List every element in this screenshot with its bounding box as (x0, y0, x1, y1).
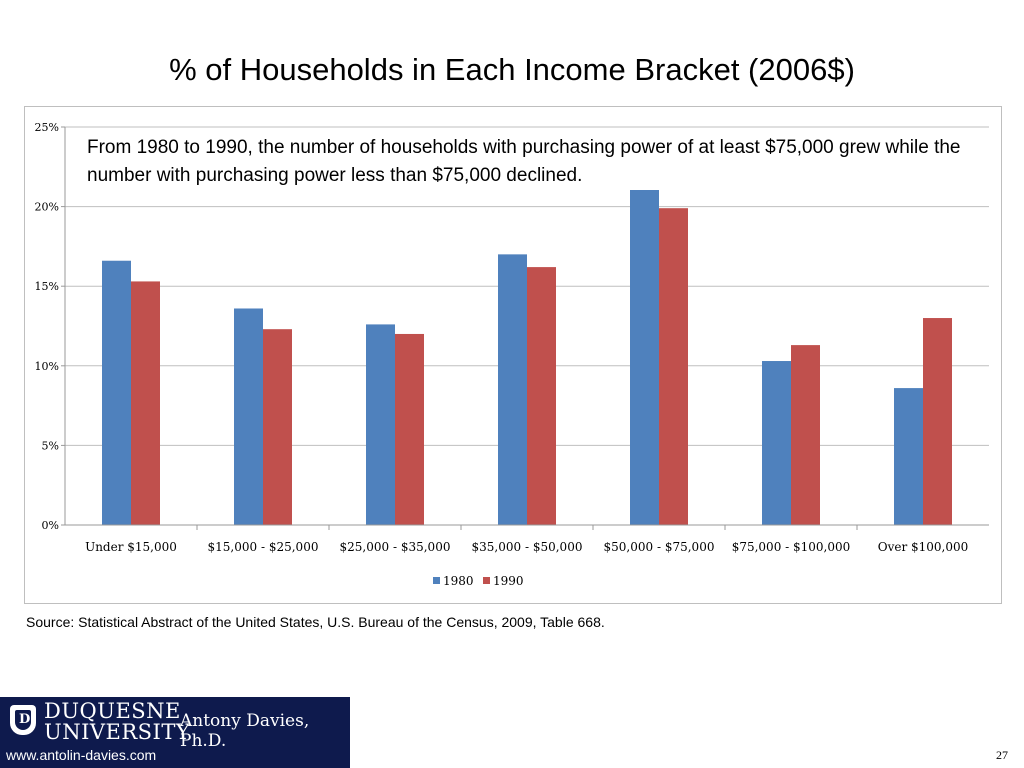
y-tick-label: 20% (35, 201, 59, 214)
university-name-line2: UNIVERSITY (44, 720, 191, 744)
bar-1990 (791, 345, 820, 525)
source-citation: Source: Statistical Abstract of the Unit… (26, 614, 605, 630)
chart-annotation: From 1980 to 1990, the number of househo… (87, 134, 999, 190)
x-tick-label: $25,000 - $35,000 (340, 540, 451, 554)
website-url: www.antolin-davies.com (6, 747, 157, 763)
bar-1990 (923, 318, 952, 525)
y-tick-label: 15% (35, 280, 59, 293)
bar-1980 (630, 187, 659, 525)
bar-1980 (366, 324, 395, 525)
bar-1980 (498, 254, 527, 526)
bar-1980 (102, 260, 131, 525)
y-tick-label: 0% (42, 519, 59, 532)
bar-1980 (762, 361, 791, 525)
page-number: 27 (996, 748, 1008, 762)
bar-1990 (527, 267, 556, 525)
legend-swatch (483, 577, 490, 584)
university-seal-icon: D (10, 705, 36, 735)
x-tick-label: $35,000 - $50,000 (472, 540, 583, 554)
slide-title: % of Households in Each Income Bracket (… (169, 52, 855, 87)
x-tick-label: Under $15,000 (85, 540, 177, 554)
author-name: Antony Davies, Ph.D. (180, 711, 310, 751)
bar-chart: 0% 5% 10% 15% 20% 25% Under $15,000 $15,000 - $… (35, 121, 989, 588)
x-tick-label: Over $100,000 (878, 540, 969, 554)
x-tick-label: $50,000 - $75,000 (604, 540, 715, 554)
bar-1990 (131, 281, 160, 525)
university-name-line1: DUQUESNE (44, 699, 181, 723)
y-tick-label: 10% (35, 360, 59, 373)
x-tick-label: $15,000 - $25,000 (208, 540, 319, 554)
chart-container: 0% 5% 10% 15% 20% 25% Under $15,000 $15,000 - $… (24, 106, 1002, 604)
x-tick-label: $75,000 - $100,000 (732, 540, 851, 554)
bar-1990 (659, 208, 688, 525)
university-logo-banner: D DUQUESNE UNIVERSITY Antony Davies, Ph.… (0, 697, 350, 768)
y-tick-label: 5% (42, 439, 59, 452)
legend-label: 1990 (493, 574, 524, 588)
legend-swatch (433, 577, 440, 584)
bar-1990 (395, 333, 424, 525)
y-tick-label: 25% (35, 121, 59, 134)
bar-1980 (234, 308, 263, 525)
bar-1990 (263, 329, 292, 525)
bar-1980 (894, 388, 923, 525)
legend-label: 1980 (443, 574, 474, 588)
